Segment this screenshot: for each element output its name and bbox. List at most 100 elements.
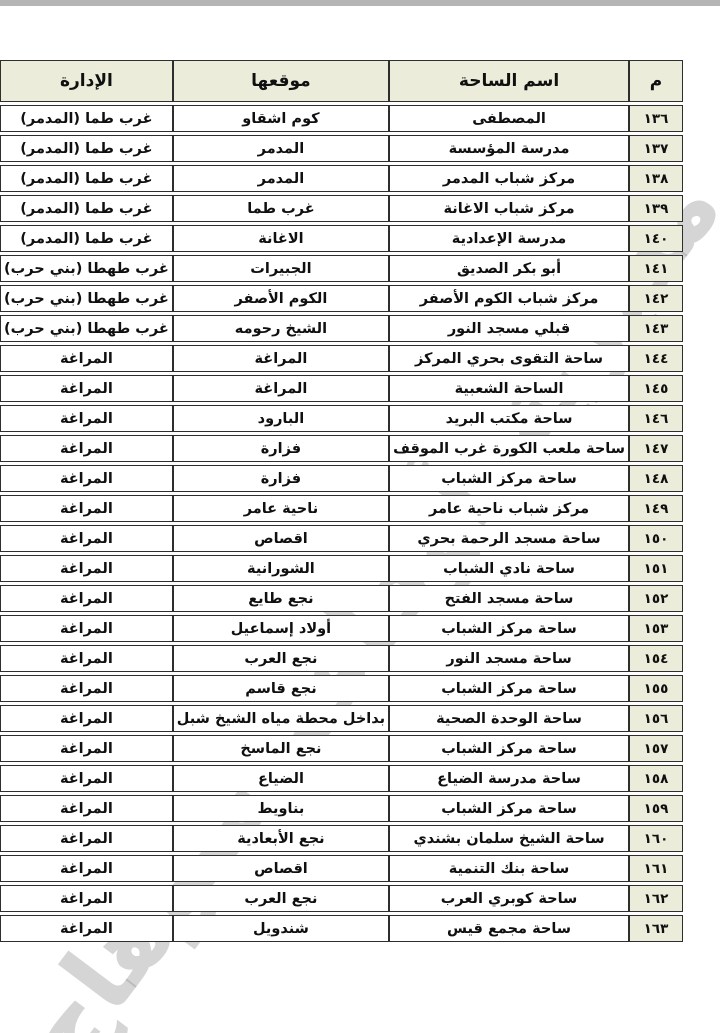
- squares-table: م اسم الساحة موقعها الإدارة ١٣٦ المصطفى كو…: [0, 57, 683, 945]
- table-row: ١٥٧ ساحة مركز الشباب نجع الماسخ المراغة: [0, 735, 683, 762]
- header-cell-location: موقعها: [172, 60, 390, 102]
- cell-admin: غرب طما (المدمر): [0, 165, 173, 192]
- cell-number: ١٤٧: [628, 435, 683, 462]
- cell-location: المراغة: [172, 345, 390, 372]
- cell-location: أولاد إسماعيل: [172, 615, 390, 642]
- cell-square-name: ساحة مركز الشباب: [389, 795, 629, 822]
- cell-admin: غرب طما (المدمر): [0, 105, 173, 132]
- cell-number: ١٣٦: [628, 105, 683, 132]
- cell-location: الكوم الأصفر: [172, 285, 390, 312]
- cell-admin: المراغة: [0, 885, 173, 912]
- cell-admin: غرب طما (المدمر): [0, 225, 173, 252]
- cell-location: ناحية عامر: [172, 495, 390, 522]
- cell-square-name: ساحة مركز الشباب: [389, 465, 629, 492]
- cell-location: الجبيرات: [172, 255, 390, 282]
- cell-square-name: ساحة مسجد الفتح: [389, 585, 629, 612]
- cell-location: المدمر: [172, 135, 390, 162]
- table-row: ١٥٤ ساحة مسجد النور نجع العرب المراغة: [0, 645, 683, 672]
- cell-number: ١٥٩: [628, 795, 683, 822]
- cell-square-name: الساحة الشعبية: [389, 375, 629, 402]
- cell-square-name: ساحة بنك التنمية: [389, 855, 629, 882]
- cell-location: كوم اشقاو: [172, 105, 390, 132]
- cell-admin: غرب طما (المدمر): [0, 195, 173, 222]
- table-row: ١٣٦ المصطفى كوم اشقاو غرب طما (المدمر): [0, 105, 683, 132]
- cell-number: ١٥٦: [628, 705, 683, 732]
- cell-number: ١٥٠: [628, 525, 683, 552]
- cell-square-name: ساحة نادي الشباب: [389, 555, 629, 582]
- cell-location: الضياع: [172, 765, 390, 792]
- table-row: ١٦٣ ساحة مجمع قيس شندويل المراغة: [0, 915, 683, 942]
- cell-square-name: مدرسة الإعدادية: [389, 225, 629, 252]
- cell-square-name: مركز شباب الكوم الأصفر: [389, 285, 629, 312]
- table-row: ١٣٧ مدرسة المؤسسة المدمر غرب طما (المدمر): [0, 135, 683, 162]
- cell-location: المراغة: [172, 375, 390, 402]
- cell-square-name: مركز شباب المدمر: [389, 165, 629, 192]
- cell-square-name: ساحة مجمع قيس: [389, 915, 629, 942]
- cell-number: ١٣٩: [628, 195, 683, 222]
- cell-number: ١٥٢: [628, 585, 683, 612]
- table-row: ١٥٦ ساحة الوحدة الصحية بداخل محطة مياه الش…: [0, 705, 683, 732]
- cell-admin: المراغة: [0, 375, 173, 402]
- table-row: ١٥٠ ساحة مسجد الرحمة بحري اقصاص المراغة: [0, 525, 683, 552]
- cell-number: ١٦٠: [628, 825, 683, 852]
- cell-square-name: ساحة مركز الشباب: [389, 675, 629, 702]
- cell-location: بداخل محطة مياه الشيخ شبل: [172, 705, 390, 732]
- cell-square-name: مركز شباب ناحية عامر: [389, 495, 629, 522]
- cell-location: اقصاص: [172, 525, 390, 552]
- scan-top-edge-bar: [0, 0, 720, 6]
- cell-admin: المراغة: [0, 915, 173, 942]
- table-row: ١٤٦ ساحة مكتب البريد البارود المراغة: [0, 405, 683, 432]
- cell-admin: المراغة: [0, 765, 173, 792]
- cell-admin: المراغة: [0, 555, 173, 582]
- cell-admin: غرب طهطا (بني حرب): [0, 315, 173, 342]
- cell-admin: المراغة: [0, 465, 173, 492]
- cell-square-name: ساحة ملعب الكورة غرب الموقف: [389, 435, 629, 462]
- table-row: ١٤٤ ساحة التقوى بحري المركز المراغة المراغة: [0, 345, 683, 372]
- cell-admin: المراغة: [0, 855, 173, 882]
- cell-admin: المراغة: [0, 795, 173, 822]
- table-row: ١٤٠ مدرسة الإعدادية الاغانة غرب طما (المدمر…: [0, 225, 683, 252]
- cell-square-name: مركز شباب الاغانة: [389, 195, 629, 222]
- cell-square-name: ساحة مدرسة الضياع: [389, 765, 629, 792]
- cell-admin: غرب طهطا (بني حرب): [0, 285, 173, 312]
- cell-location: اقصاص: [172, 855, 390, 882]
- cell-admin: المراغة: [0, 495, 173, 522]
- table-row: ١٥٩ ساحة مركز الشباب بناويط المراغة: [0, 795, 683, 822]
- cell-location: نجع العرب: [172, 885, 390, 912]
- cell-square-name: ساحة الشيخ سلمان بشندي: [389, 825, 629, 852]
- cell-admin: المراغة: [0, 615, 173, 642]
- cell-number: ١٤١: [628, 255, 683, 282]
- cell-admin: غرب طهطا (بني حرب): [0, 255, 173, 282]
- cell-square-name: ساحة الوحدة الصحية: [389, 705, 629, 732]
- table-row: ١٦٠ ساحة الشيخ سلمان بشندي نجع الأبعادية ال…: [0, 825, 683, 852]
- header-cell-square-name: اسم الساحة: [389, 60, 629, 102]
- table-row: ١٥٥ ساحة مركز الشباب نجع قاسم المراغة: [0, 675, 683, 702]
- cell-square-name: ساحة مسجد النور: [389, 645, 629, 672]
- cell-number: ١٤٥: [628, 375, 683, 402]
- cell-location: نجع قاسم: [172, 675, 390, 702]
- table-row: ١٥٨ ساحة مدرسة الضياع الضياع المراغة: [0, 765, 683, 792]
- cell-admin: المراغة: [0, 825, 173, 852]
- cell-square-name: ساحة مركز الشباب: [389, 615, 629, 642]
- cell-admin: المراغة: [0, 735, 173, 762]
- cell-number: ١٤٦: [628, 405, 683, 432]
- cell-location: البارود: [172, 405, 390, 432]
- header-cell-number: م: [628, 60, 683, 102]
- table-row: ١٤٩ مركز شباب ناحية عامر ناحية عامر المراغة: [0, 495, 683, 522]
- cell-square-name: أبو بكر الصديق: [389, 255, 629, 282]
- table-row: ١٥٣ ساحة مركز الشباب أولاد إسماعيل المراغة: [0, 615, 683, 642]
- cell-number: ١٥٤: [628, 645, 683, 672]
- cell-number: ١٣٨: [628, 165, 683, 192]
- cell-square-name: مدرسة المؤسسة: [389, 135, 629, 162]
- cell-number: ١٦٣: [628, 915, 683, 942]
- cell-admin: المراغة: [0, 525, 173, 552]
- table-row: ١٤٨ ساحة مركز الشباب فزارة المراغة: [0, 465, 683, 492]
- cell-location: نجع الأبعادية: [172, 825, 390, 852]
- cell-admin: المراغة: [0, 435, 173, 462]
- header-row: م اسم الساحة موقعها الإدارة: [0, 60, 683, 102]
- cell-number: ١٥٥: [628, 675, 683, 702]
- table-row: ١٤١ أبو بكر الصديق الجبيرات غرب طهطا (بني ح…: [0, 255, 683, 282]
- table-row: ١٣٨ مركز شباب المدمر المدمر غرب طما (المدمر…: [0, 165, 683, 192]
- cell-number: ١٤٨: [628, 465, 683, 492]
